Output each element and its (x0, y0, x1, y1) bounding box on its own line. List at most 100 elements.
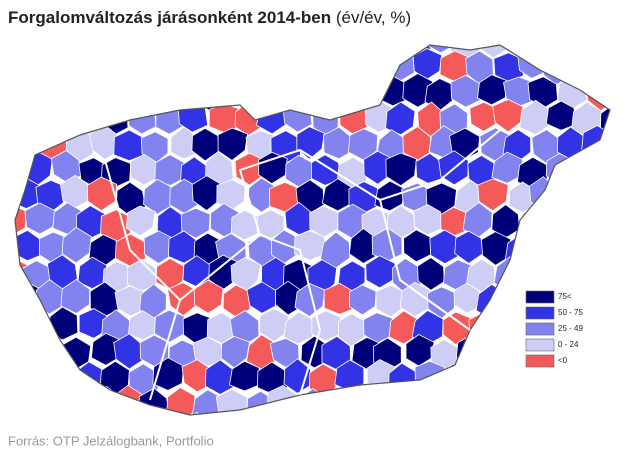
legend-swatch (526, 307, 554, 319)
district (283, 98, 312, 132)
district (530, 26, 558, 58)
legend-swatch (526, 339, 554, 351)
district (517, 257, 545, 293)
district (489, 361, 518, 393)
district (300, 75, 328, 106)
district (456, 441, 485, 457)
district (153, 50, 182, 82)
district (505, 20, 534, 54)
district (441, 416, 471, 446)
title-main: Forgalomváltozás járásonként 2014-ben (8, 8, 331, 27)
district (0, 392, 18, 422)
district (622, 259, 625, 291)
district (502, 390, 530, 422)
district (143, 74, 172, 106)
district (548, 258, 575, 288)
district (415, 361, 445, 393)
district (180, 48, 209, 81)
district (105, 49, 133, 82)
district (298, 389, 328, 423)
district (36, 337, 64, 370)
legend-label: <0 (558, 356, 568, 365)
district (606, 337, 625, 368)
district (25, 360, 54, 392)
district (191, 25, 222, 60)
district (560, 179, 591, 213)
district (596, 203, 624, 235)
district (210, 51, 238, 81)
district (47, 359, 77, 390)
district (569, 415, 598, 447)
district (297, 441, 325, 457)
district (220, 441, 250, 457)
district (0, 283, 14, 317)
district (595, 364, 624, 394)
district (271, 438, 301, 457)
district (584, 439, 612, 457)
district (236, 414, 265, 447)
district (301, 28, 329, 57)
district (571, 206, 601, 236)
district (481, 387, 510, 418)
district (323, 440, 352, 457)
district (0, 258, 27, 291)
district (286, 411, 317, 444)
district (522, 412, 550, 443)
legend-label: 50 - 75 (558, 308, 583, 317)
district (0, 206, 28, 236)
district (481, 440, 510, 458)
district (13, 386, 42, 416)
district (86, 73, 116, 107)
district (391, 415, 420, 450)
district (47, 51, 76, 81)
district (0, 184, 15, 214)
district (554, 440, 583, 457)
district (373, 24, 403, 57)
district (361, 412, 390, 445)
district (29, 47, 57, 80)
district (232, 54, 260, 85)
district (377, 385, 405, 420)
district (80, 54, 109, 86)
district (466, 411, 497, 445)
district (583, 387, 612, 420)
legend-swatch (526, 323, 554, 335)
district (167, 388, 195, 422)
district (596, 411, 625, 443)
district (51, 104, 79, 135)
district (597, 261, 625, 293)
district (367, 52, 395, 84)
district (168, 75, 198, 108)
district (337, 53, 365, 85)
district (427, 438, 455, 457)
district (0, 131, 18, 160)
district (558, 22, 588, 54)
district (466, 359, 495, 393)
district (0, 50, 26, 80)
district (398, 439, 429, 457)
district (325, 76, 355, 111)
district (261, 413, 289, 443)
title-unit: (év/év, %) (336, 8, 411, 27)
district (0, 23, 14, 57)
district (595, 52, 624, 83)
district (581, 283, 611, 318)
district (156, 103, 183, 135)
district (611, 280, 625, 312)
district (597, 151, 625, 182)
district (529, 390, 560, 422)
district (117, 25, 146, 55)
district (572, 258, 600, 292)
district (63, 76, 94, 108)
district (531, 233, 561, 266)
title: Forgalomváltozás járásonként 2014-ben (é… (8, 8, 411, 27)
district (568, 363, 597, 396)
legend-label: 75< (558, 292, 572, 301)
district (386, 153, 417, 186)
district (37, 76, 64, 107)
district (352, 390, 380, 419)
district (326, 28, 354, 57)
district (542, 206, 571, 239)
